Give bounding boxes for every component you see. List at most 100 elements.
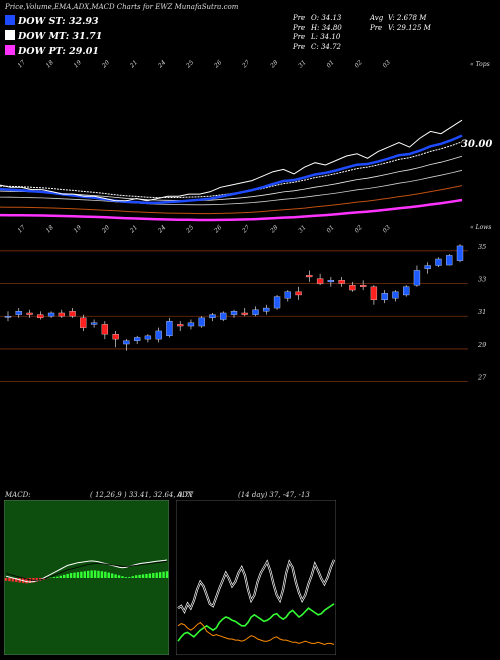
macd-hist-bar-41 — [145, 573, 148, 578]
candle-body — [123, 340, 130, 345]
macd-hist-bar-1 — [8, 578, 11, 582]
macd-hist-bar-21 — [76, 572, 80, 578]
y-tick-29: 29 — [477, 341, 486, 349]
candle-body — [133, 337, 141, 341]
macd-hist-bar-19 — [69, 573, 73, 578]
candle-body — [209, 314, 216, 319]
prev-volume: Pre V: 29.125 M — [370, 23, 431, 32]
candle-body — [69, 311, 76, 317]
candle-32 — [349, 281, 356, 292]
macd-hist-bar-29 — [104, 571, 107, 578]
candle-31 — [338, 276, 345, 287]
candle-body — [456, 245, 464, 261]
candle-body — [187, 322, 195, 327]
macd-hist-bar-43 — [152, 573, 155, 578]
bottom-date-11: 01 — [325, 224, 335, 234]
top-date-11: 01 — [325, 59, 335, 69]
ohlc-column-2: Avg V: 2.678 M Pre V: 29.125 M — [370, 14, 431, 33]
macd-hist-bar-14 — [52, 577, 56, 578]
candle-6 — [69, 308, 76, 318]
candle-body — [166, 320, 173, 337]
candle-28 — [306, 270, 313, 282]
bottom-date-8: 27 — [240, 224, 251, 235]
adx-params: (14 day) 37, -47, -13 — [238, 491, 310, 499]
candle-30 — [327, 276, 335, 287]
ohlc-column-1: Pre O: 34.13 Pre H: 34.80 Pre L: 34.10 Pre C… — [293, 14, 342, 52]
avg-volume: Avg V: 2.678 M — [370, 14, 427, 22]
candle-body — [230, 311, 238, 315]
candle-body — [295, 291, 302, 296]
candle-21 — [230, 309, 238, 318]
candle-7 — [80, 314, 87, 331]
macd-hist-bar-27 — [97, 570, 100, 578]
candle-12 — [133, 335, 141, 345]
legend-swatch-st — [5, 15, 15, 25]
ohlc-open: Pre O: 34.13 — [293, 14, 342, 22]
legend-dow-pt: DOW PT: 29.01 — [5, 45, 99, 57]
macd-signal-line — [5, 560, 168, 581]
y-tick-31: 31 — [478, 308, 486, 316]
macd-hist-bar-33 — [117, 575, 121, 578]
macd-hist-bar-17 — [63, 574, 66, 578]
macd-hist-bar-22 — [80, 571, 83, 578]
y-tick-33: 33 — [478, 276, 486, 284]
ohlc-close: Pre C: 34.72 — [293, 42, 341, 51]
candle-body — [446, 255, 453, 266]
macd-hist-bar-2 — [11, 578, 15, 582]
candle-41 — [446, 254, 453, 266]
macd-hist-bar-46 — [162, 571, 165, 578]
macd-series — [4, 559, 169, 584]
candle-body — [370, 286, 378, 301]
candle-15 — [166, 317, 173, 338]
price-level-label: 30.00 — [461, 139, 492, 150]
candle-body — [58, 312, 65, 317]
candle-body — [252, 309, 259, 315]
bottom-date-1: 18 — [45, 224, 55, 234]
candle-34 — [370, 285, 378, 305]
price-line — [0, 119, 463, 202]
candle-body — [284, 291, 291, 299]
macd-hist-bar-26 — [93, 570, 97, 578]
candle-body — [26, 312, 33, 315]
bottom-date-12: 02 — [353, 224, 363, 234]
macd-hist-bar-20 — [73, 572, 76, 578]
candle-body — [37, 314, 44, 319]
candle-2 — [26, 309, 33, 318]
legend-label-st: DOW ST: 32.93 — [18, 16, 99, 27]
macd-hist-bar-37 — [131, 576, 134, 578]
candle-13 — [144, 334, 152, 343]
candle-27 — [295, 286, 302, 300]
top-date-10: 31 — [297, 59, 307, 69]
ohlc-high: Pre H: 34.80 — [293, 23, 342, 32]
candle-body — [403, 286, 410, 296]
legend-dow-mt: DOW MT: 31.71 — [5, 30, 102, 42]
candle-20 — [220, 311, 227, 322]
adx-series — [177, 559, 336, 646]
ema-line-mid — [0, 141, 463, 199]
candle-body — [101, 324, 109, 335]
candle-40 — [435, 257, 442, 268]
candle-22 — [241, 308, 248, 317]
bottom-date-2: 19 — [73, 224, 83, 234]
top-date-1: 18 — [45, 59, 55, 69]
candle-body — [349, 285, 356, 291]
ohlc-low: Pre L: 34.10 — [293, 33, 341, 41]
macd-hist-bar-30 — [107, 572, 110, 578]
macd-panel-background — [4, 500, 169, 655]
candle-body — [15, 311, 22, 315]
candle-body — [47, 312, 55, 317]
candle-body — [144, 335, 152, 340]
candle-33 — [359, 280, 367, 291]
legend-label-mt: DOW MT: 31.71 — [18, 31, 103, 42]
candle-body — [306, 275, 313, 278]
candle-body — [220, 312, 227, 320]
legend-swatch-mt — [5, 30, 15, 40]
bottom-date-13: 03 — [381, 224, 391, 234]
candle-39 — [424, 262, 431, 274]
candle-body — [381, 293, 388, 301]
candle-body — [359, 285, 367, 287]
candle-18 — [198, 316, 205, 328]
macd-hist-bar-0 — [4, 578, 8, 581]
legend-dow-st: DOW ST: 32.93 — [5, 15, 99, 27]
macd-hist-bar-40 — [141, 574, 145, 578]
